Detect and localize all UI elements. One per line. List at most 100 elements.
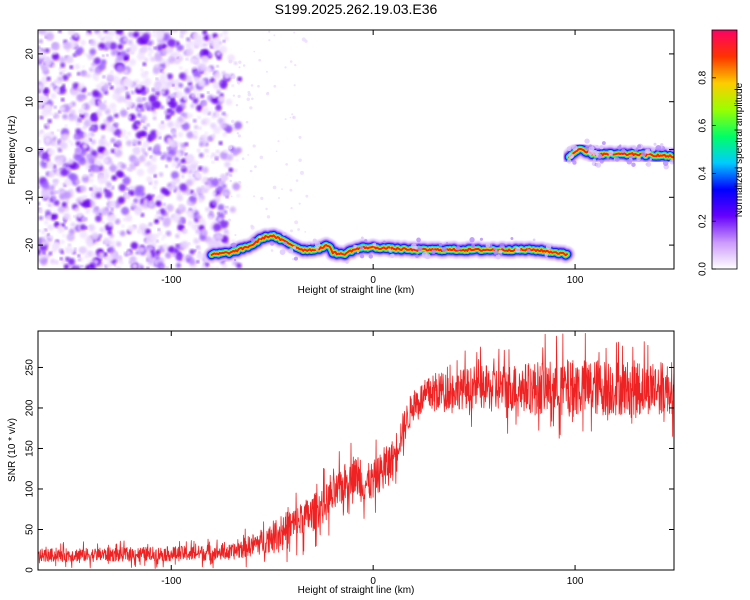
heatmap-noise-cell — [38, 132, 42, 137]
heatmap-noise-cell — [137, 104, 143, 109]
heatmap-noise-cell — [173, 186, 178, 191]
heatmap-noise-cell — [68, 30, 72, 35]
heatmap-noise-cell — [48, 171, 55, 178]
heatmap-noise-cell — [314, 241, 321, 247]
heatmap-noise-cell — [193, 70, 202, 79]
heatmap-noise-cell — [221, 71, 226, 75]
heatmap-noise-cell — [277, 140, 280, 143]
heatmap-noise-cell — [60, 97, 65, 102]
heatmap-noise-cell — [312, 238, 317, 243]
heatmap-noise-cell — [105, 141, 111, 147]
heatmap-noise-cell — [177, 189, 183, 195]
heatmap-noise-cell — [572, 160, 577, 165]
heatmap-noise-cell — [96, 212, 99, 216]
heatmap-noise-cell — [186, 131, 194, 139]
heatmap-noise-cell — [119, 132, 125, 138]
snr-frame — [37, 330, 675, 571]
heatmap-noise-cell — [138, 155, 146, 163]
heatmap-noise-cell — [152, 33, 156, 38]
heatmap-noise-cell — [142, 32, 150, 41]
heatmap-noise-cell — [179, 66, 183, 70]
heatmap-noise-cell — [189, 195, 197, 203]
y-tick-label: 0 — [25, 146, 36, 152]
heatmap-noise-cell — [94, 206, 99, 211]
heatmap-noise-cell — [231, 124, 235, 128]
heatmap-noise-cell — [62, 133, 70, 140]
heatmap-noise-cell — [200, 94, 205, 98]
heatmap-noise-cell — [57, 80, 62, 86]
heatmap-noise-cell — [546, 257, 549, 260]
heatmap-noise-cell — [134, 196, 137, 199]
heatmap-noise-cell — [115, 170, 124, 178]
heatmap-noise-cell — [228, 59, 233, 64]
heatmap-noise-cell — [114, 86, 123, 95]
x-tick-label: -100 — [161, 275, 181, 286]
heatmap-noise-cell — [62, 191, 72, 200]
heatmap-noise-cell — [69, 37, 72, 40]
heatmap-noise-cell — [218, 181, 224, 186]
heatmap-noise-cell — [201, 54, 210, 63]
heatmap-noise-cell — [74, 179, 81, 185]
heatmap-noise-cell — [62, 212, 71, 221]
heatmap-noise-cell — [132, 146, 141, 155]
heatmap-noise-cell — [127, 115, 132, 120]
heatmap-noise-cell — [107, 200, 117, 210]
heatmap-noise-cell — [154, 30, 162, 36]
heatmap-noise-cell — [81, 104, 86, 109]
heatmap-noise-cell — [315, 246, 319, 251]
heatmap-noise-cell — [58, 249, 62, 253]
heatmap-noise-cell — [160, 33, 163, 36]
heatmap-noise-cell — [455, 245, 461, 251]
heatmap-noise-cell — [52, 64, 56, 68]
heatmap-noise-cell — [178, 203, 185, 210]
heatmap-noise-cell — [283, 241, 287, 246]
heatmap-noise-cell — [235, 103, 239, 107]
y-tick-label: 100 — [25, 480, 36, 497]
heatmap-noise-cell — [92, 112, 98, 118]
heatmap-noise-cell — [78, 246, 85, 254]
heatmap-noise-cell — [295, 179, 299, 182]
heatmap-noise-cell — [632, 145, 637, 150]
heatmap-noise-cell — [222, 132, 228, 137]
heatmap-noise-cell — [46, 215, 51, 221]
heatmap-noise-cell — [207, 91, 210, 94]
heatmap-noise-cell — [148, 46, 152, 50]
heatmap-noise-cell — [184, 69, 189, 74]
heatmap-noise-cell — [93, 57, 101, 65]
heatmap-noise-cell — [114, 122, 119, 127]
heatmap-noise-cell — [114, 218, 121, 225]
heatmap-noise-cell — [205, 66, 213, 73]
heatmap-noise-cell — [132, 203, 136, 208]
heatmap-noise-cell — [211, 191, 217, 196]
heatmap-noise-cell — [65, 55, 74, 64]
heatmap-noise-cell — [626, 158, 633, 165]
heatmap-noise-cell — [368, 254, 374, 259]
colorbar-bar — [711, 29, 738, 270]
heatmap-noise-cell — [171, 97, 175, 102]
heatmap-noise-cell — [359, 245, 364, 250]
heatmap-noise-cell — [498, 249, 503, 254]
heatmap-noise-cell — [201, 189, 206, 193]
heatmap-noise-cell — [167, 108, 172, 113]
heatmap-noise-cell — [82, 88, 86, 92]
heatmap-noise-cell — [202, 50, 207, 55]
heatmap-noise-cell — [200, 119, 207, 126]
heatmap-noise-cell — [210, 266, 215, 269]
heatmap-noise-cell — [107, 198, 110, 202]
heatmap-noise-cell — [188, 75, 192, 80]
heatmap-noise-cell — [630, 155, 634, 159]
heatmap-noise-cell — [185, 49, 193, 57]
heatmap-noise-cell — [655, 145, 662, 151]
heatmap-noise-cell — [39, 148, 44, 153]
heatmap-noise-cell — [154, 215, 159, 219]
heatmap-noise-cell — [415, 254, 419, 259]
heatmap-noise-cell — [49, 213, 58, 221]
heatmap-noise-cell — [294, 220, 299, 225]
heatmap-noise-cell — [214, 44, 219, 49]
heatmap-noise-cell — [110, 70, 114, 74]
heatmap-noise-cell — [86, 154, 91, 159]
heatmap-noise-cell — [98, 251, 104, 257]
heatmap-noise-cell — [250, 97, 254, 101]
heatmap-noise-cell — [173, 30, 178, 33]
heatmap-noise-cell — [153, 218, 160, 224]
